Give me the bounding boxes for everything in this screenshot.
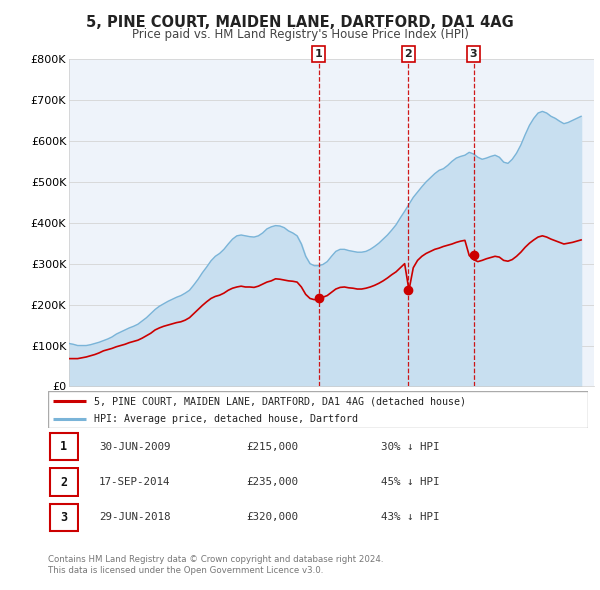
Text: 5, PINE COURT, MAIDEN LANE, DARTFORD, DA1 4AG: 5, PINE COURT, MAIDEN LANE, DARTFORD, DA… xyxy=(86,15,514,30)
Text: Contains HM Land Registry data © Crown copyright and database right 2024.: Contains HM Land Registry data © Crown c… xyxy=(48,555,383,564)
Text: £215,000: £215,000 xyxy=(246,442,298,451)
Text: 5, PINE COURT, MAIDEN LANE, DARTFORD, DA1 4AG (detached house): 5, PINE COURT, MAIDEN LANE, DARTFORD, DA… xyxy=(94,396,466,406)
Text: 1: 1 xyxy=(60,440,67,453)
Text: 2: 2 xyxy=(60,476,67,489)
Text: £235,000: £235,000 xyxy=(246,477,298,487)
Text: This data is licensed under the Open Government Licence v3.0.: This data is licensed under the Open Gov… xyxy=(48,566,323,575)
Text: 30-JUN-2009: 30-JUN-2009 xyxy=(99,442,170,451)
Text: HPI: Average price, detached house, Dartford: HPI: Average price, detached house, Dart… xyxy=(94,414,358,424)
Text: Price paid vs. HM Land Registry's House Price Index (HPI): Price paid vs. HM Land Registry's House … xyxy=(131,28,469,41)
Text: 3: 3 xyxy=(60,511,67,524)
Text: 3: 3 xyxy=(470,49,478,59)
Text: 30% ↓ HPI: 30% ↓ HPI xyxy=(381,442,439,451)
FancyBboxPatch shape xyxy=(50,504,77,531)
Text: £320,000: £320,000 xyxy=(246,513,298,522)
Text: 2: 2 xyxy=(404,49,412,59)
Text: 29-JUN-2018: 29-JUN-2018 xyxy=(99,513,170,522)
FancyBboxPatch shape xyxy=(50,433,77,460)
Text: 45% ↓ HPI: 45% ↓ HPI xyxy=(381,477,439,487)
Text: 43% ↓ HPI: 43% ↓ HPI xyxy=(381,513,439,522)
Text: 1: 1 xyxy=(315,49,322,59)
FancyBboxPatch shape xyxy=(50,468,77,496)
Text: 17-SEP-2014: 17-SEP-2014 xyxy=(99,477,170,487)
FancyBboxPatch shape xyxy=(48,391,588,428)
